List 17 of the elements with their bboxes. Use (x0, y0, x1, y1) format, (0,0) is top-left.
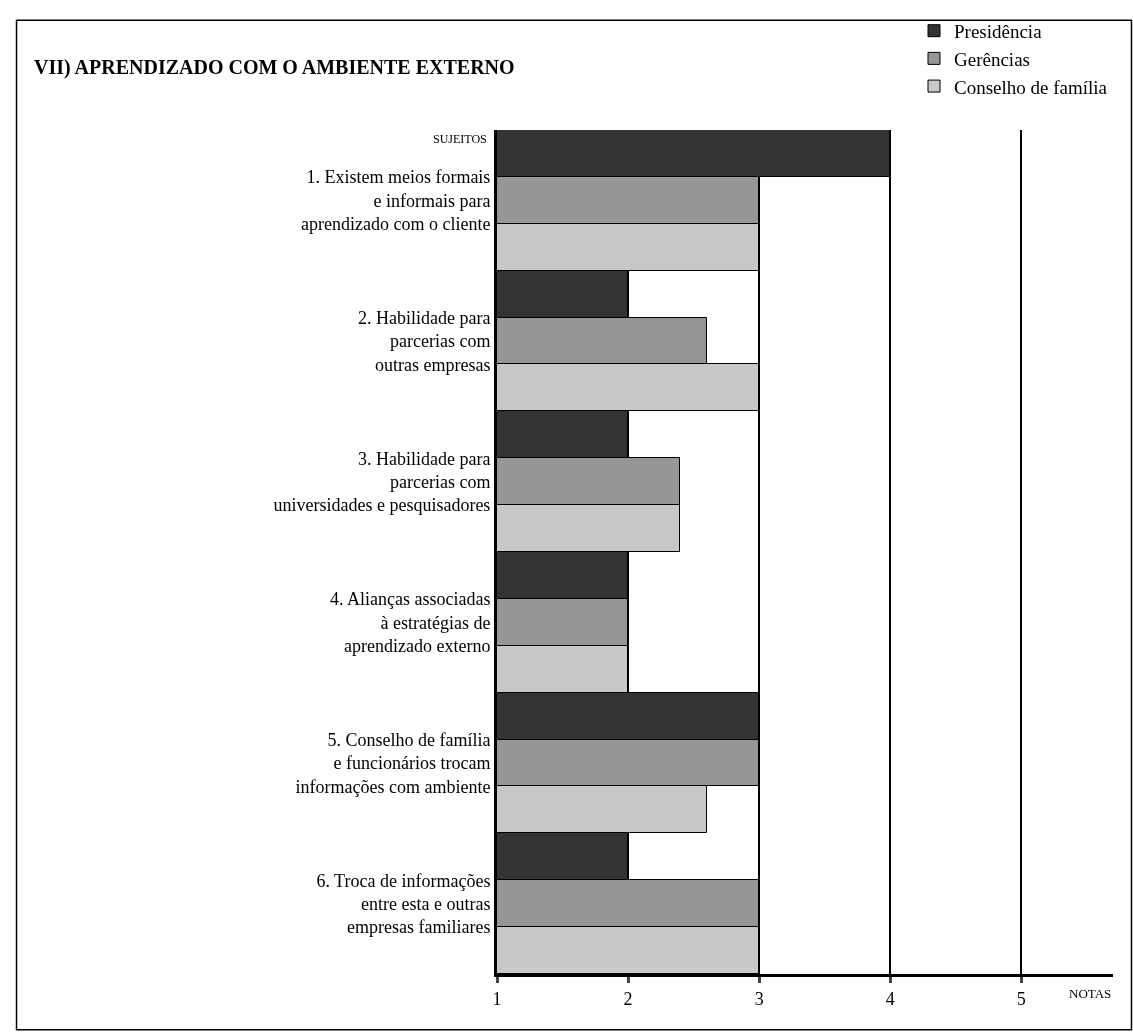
text: VII) APRENDIZADO COM O AMBIENTE EXTERNO (33, 56, 515, 80)
legend-label: Presidência (954, 21, 1043, 43)
y-tick-label: 4. Alianças associadas à estratégias de aprendizado externo (329, 589, 491, 657)
x-tick-label: 5 (1016, 988, 1026, 1009)
x-tick-label: 1 (492, 988, 502, 1009)
y-tick-label: 6. Troca de informações entre esta e outras empresas familiares (316, 870, 491, 938)
x-axis-title: NOTAS (1069, 986, 1112, 1001)
y-tick-label: 3. Habilidade para parcerias com universidades e pesquisadores (273, 448, 491, 516)
x-tick-label: 2 (623, 988, 633, 1009)
x-tick-label: 4 (885, 988, 895, 1009)
y-tick-label: 2. Habilidade para parcerias com outras empresas (357, 307, 491, 375)
y-axis-title: SUJEITOS (433, 132, 487, 146)
legend-label: Conselho de família (954, 76, 1108, 98)
x-tick-label: 3 (754, 988, 764, 1009)
y-tick-label: 1. Existem meios formais e informais para aprendizado com o cliente (300, 167, 491, 235)
y-tick-label: 5. Conselho de família e funcionários trocam informações com ambiente (295, 729, 491, 797)
legend-label: Gerências (954, 48, 1030, 70)
